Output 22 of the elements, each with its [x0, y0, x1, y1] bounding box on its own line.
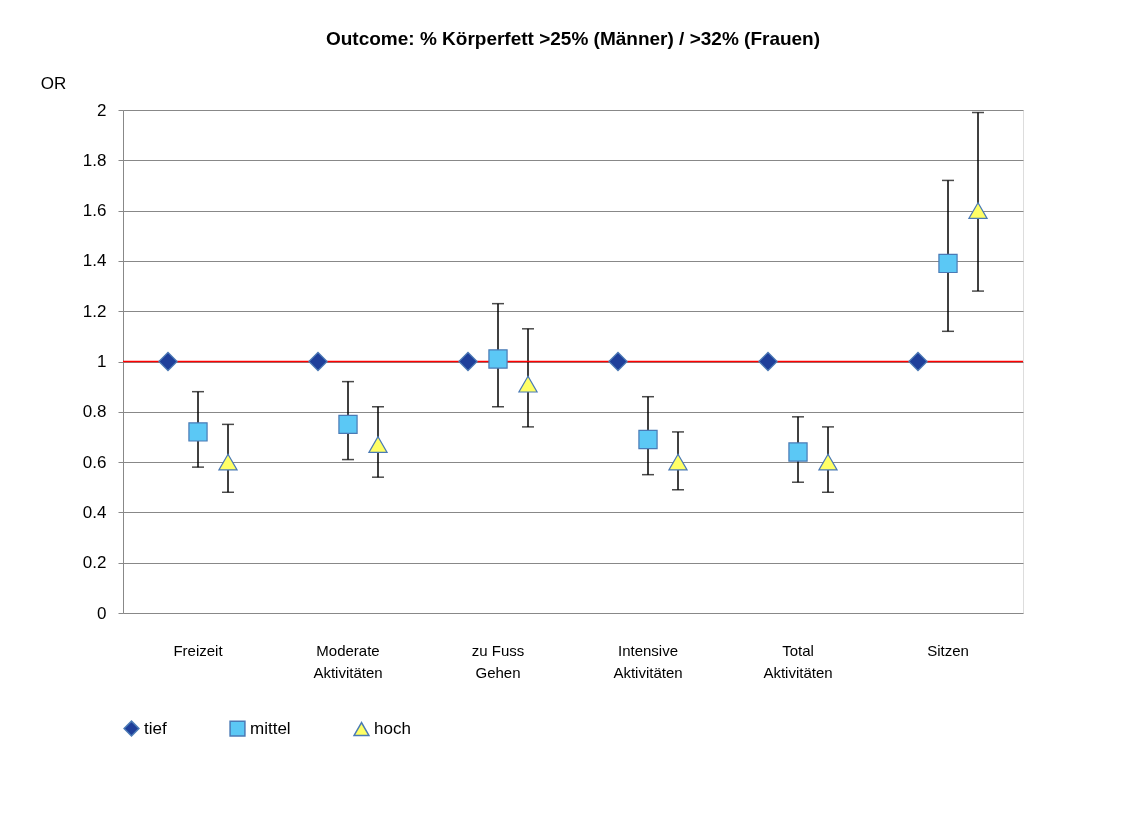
legend-label: tief [144, 718, 167, 738]
x-tick-label: Moderate Aktivitäten [313, 641, 383, 681]
legend-label: mittel [250, 718, 291, 738]
y-tick-label: 2 [97, 100, 107, 120]
x-tick-label: Intensive Aktivitäten [613, 641, 683, 681]
x-tick-label: Freizeit [173, 641, 224, 659]
y-tick-label: 0 [97, 603, 107, 623]
y-tick-label: 0.6 [82, 452, 107, 472]
y-axis-title: OR [40, 73, 67, 93]
legend-label: hoch [374, 719, 411, 739]
y-tick-label: 1.4 [82, 251, 107, 271]
x-tick-label: Total Aktivitäten [763, 641, 833, 681]
y-tick-label: 1.2 [82, 301, 107, 321]
y-tick-label: 1.6 [82, 201, 107, 221]
x-tick-label: Sitzen [927, 641, 969, 659]
y-tick-label: 1 [97, 352, 107, 371]
y-tick-label: 1.8 [82, 150, 107, 170]
y-tick-label: 0.8 [82, 402, 107, 422]
chart-title: Outcome: % Körperfett >25% (Männer) / >32% (Frauen) [325, 28, 821, 49]
x-tick-label: zu Fuss Gehen [471, 641, 525, 681]
y-tick-label: 0.2 [82, 553, 107, 573]
y-tick-label: 0.4 [82, 502, 107, 522]
